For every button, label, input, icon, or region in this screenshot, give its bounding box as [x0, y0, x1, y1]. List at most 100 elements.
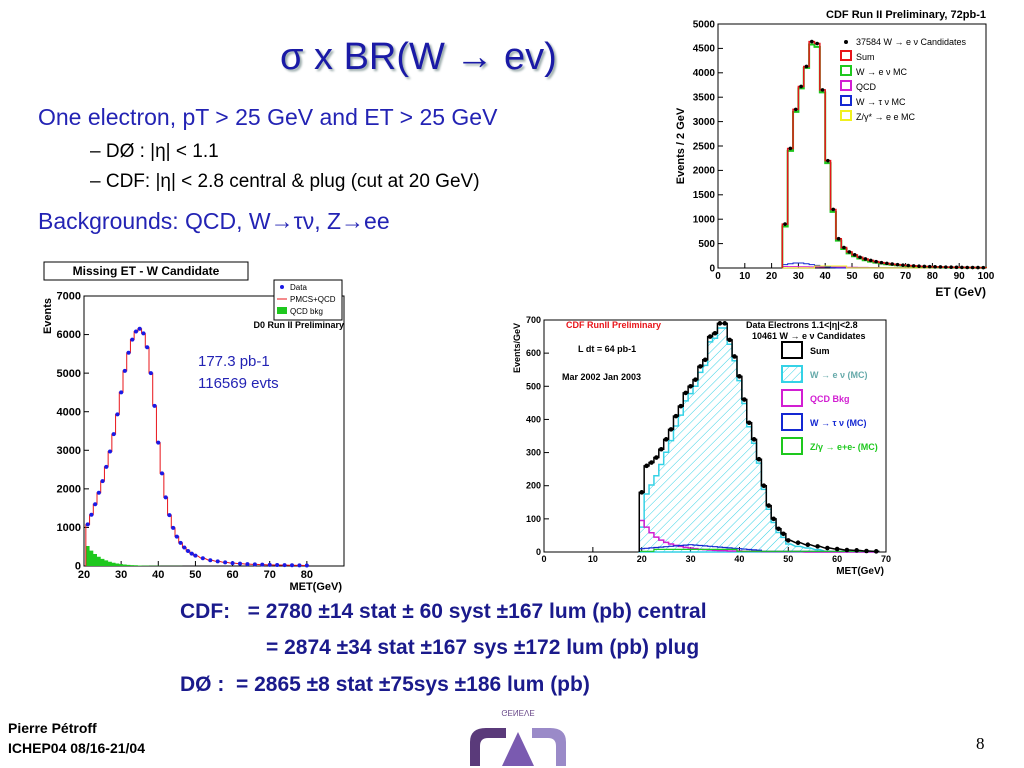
d0-met-x-tick-label: 30: [115, 569, 127, 581]
slide-title: σ x BR(W → ev): [280, 36, 557, 78]
cdf-plug-legend-label: W → τ ν (MC): [810, 418, 867, 428]
cdf-et-x-tick-label: 50: [846, 271, 858, 282]
d0-met-data-point: [200, 556, 205, 561]
d0-met-data-point: [282, 563, 287, 568]
cdf-plug-data-point: [644, 463, 649, 469]
result-cdf-central: CDF: = 2780 ±14 stat ± 60 syst ±167 lum …: [180, 600, 707, 624]
cdf-et-data-point: [783, 222, 787, 226]
d0-met-data-point: [152, 403, 157, 408]
cdf-et-data-point: [895, 262, 900, 267]
cdf-plug-data-point: [668, 427, 674, 432]
cdf-et-x-tick-label: 60: [873, 271, 885, 282]
d0-met-x-tick-label: 20: [78, 569, 90, 581]
cdf-et-legend-label: Z/γ* → e e MC: [856, 112, 916, 122]
d0-met-data-point: [119, 390, 124, 395]
cdf-plug-data-point: [834, 546, 840, 552]
cdf-plug-x-tick-label: 30: [686, 554, 696, 564]
cdf-et-data-point: [799, 84, 803, 89]
university-logo: GENEVE: [470, 708, 566, 766]
cdf-plug-met-chart: 0 10 20 30 40 50 60 700100200300400500600700MET…: [512, 315, 891, 577]
cdf-et-data-point: [938, 265, 943, 269]
d0-met-y-tick-label: 0: [75, 561, 81, 573]
d0-met-data-point: [275, 562, 280, 567]
cdf-et-y-tick-label: 1000: [693, 215, 716, 226]
cdf-plug-y-tick-label: 600: [526, 348, 541, 358]
cdf-plug-wenu-fill: [638, 327, 879, 553]
cdf-plug-data-point: [654, 455, 659, 460]
cdf-plug-data-point: [742, 397, 747, 402]
d0-met-ylabel: Events: [42, 298, 54, 334]
d0-met-data-point: [252, 562, 257, 567]
cdf-et-legend-marker: [840, 95, 852, 106]
cdf-et-legend-marker: [840, 110, 852, 121]
cdf-plug-y-tick-label: 400: [526, 414, 541, 424]
d0-met-annotation-events: 116569 evts: [198, 375, 279, 392]
d0-met-y-tick-label: 6000: [57, 329, 81, 341]
d0-met-data-point: [163, 495, 168, 500]
cdf-et-data-point: [890, 262, 894, 266]
cdf-plug-data-point: [717, 321, 723, 326]
cdf-et-data-point: [847, 250, 852, 254]
result-value-d0: = 2865 ±8 stat ±75sys ±186 lum (pb): [236, 673, 590, 696]
cdf-et-data-point: [927, 264, 932, 269]
d0-met-data-point: [260, 562, 265, 567]
cdf-et-data-point: [933, 265, 937, 269]
cdf-et-data-point: [965, 265, 970, 270]
cdf-et-data-point: [901, 263, 905, 267]
d0-met-data-point: [182, 545, 187, 550]
cdf-et-data-point: [793, 107, 798, 112]
cdf-et-data-point: [917, 264, 921, 268]
d0-met-data-point: [230, 561, 235, 566]
d0-met-data-point: [148, 371, 153, 376]
d0-met-legend-label: Data: [290, 283, 307, 292]
cdf-et-data-point: [820, 88, 825, 92]
d0-met-y-tick-label: 7000: [57, 291, 81, 303]
d0-met-data-point: [89, 512, 94, 517]
d0-met-legend-label: PMCS+QCD: [290, 295, 336, 304]
d0-met-data-point: [145, 345, 150, 350]
cdf-plug-y-tick-label: 100: [526, 514, 541, 524]
cdf-et-x-tick-label: 0: [715, 271, 721, 282]
cdf-plug-x-tick-label: 70: [881, 554, 891, 564]
cdf-et-legend-label: 37584 W → e ν Candidates: [856, 37, 967, 47]
cdf-plug-data-point: [673, 413, 679, 419]
cdf-et-legend-label: QCD: [856, 82, 877, 92]
cdf-plug-y-tick-label: 500: [526, 381, 541, 391]
cdf-plug-annotation-candidates: 10461 W → e ν Candidates: [752, 331, 866, 341]
cdf-et-title: CDF Run II Preliminary, 72pb-1: [826, 9, 986, 21]
cdf-plug-data-point: [678, 403, 684, 409]
cdf-et-legend-label: Sum: [856, 52, 875, 62]
d0-met-data-point: [193, 553, 198, 558]
cdf-plug-zee-line: [638, 548, 880, 552]
cdf-plug-data-point: [698, 364, 703, 369]
d0-met-title: Missing ET - W Candidate: [73, 264, 220, 278]
cdf-et-data-point: [960, 265, 964, 270]
cdf-plug-data-point: [756, 456, 762, 462]
cdf-et-data-point: [836, 236, 841, 241]
d0-met-data-point: [178, 540, 183, 545]
d0-met-y-tick-label: 1000: [57, 522, 81, 534]
cdf-et-data-point: [976, 265, 980, 270]
d0-met-frame: [83, 295, 345, 567]
cdf-et-y-tick-label: 500: [698, 239, 715, 250]
cdf-plug-data-point: [781, 531, 786, 537]
cdf-plug-legend-marker: [781, 413, 803, 431]
cdf-plug-legend-marker: [781, 365, 803, 383]
cdf-et-legend-marker: [840, 80, 852, 91]
cdf-plug-x-tick-label: 20: [637, 554, 647, 564]
cdf-plug-y-tick-label: 0: [536, 547, 541, 557]
cdf-plug-data-point: [658, 446, 664, 452]
d0-met-data-point: [304, 563, 309, 568]
d0-met-data-point: [122, 368, 127, 373]
cdf-plug-data-point: [737, 374, 742, 379]
cdf-plug-data-point: [702, 357, 708, 363]
cdf-et-data-point: [852, 253, 857, 257]
d0-met-data-point: [96, 490, 101, 495]
cdf-et-legend-marker: [844, 40, 848, 44]
page-number: 8: [976, 734, 985, 753]
cdf-plug-qcd-line: [638, 519, 879, 553]
d0-met-subtitle: D0 Run II Preliminary: [253, 320, 344, 330]
sub-bullet-d0: – DØ : |η| < 1.1: [90, 141, 219, 162]
d0-met-x-tick-label: 70: [264, 569, 276, 581]
cdf-plug-legend-marker: [781, 437, 803, 455]
